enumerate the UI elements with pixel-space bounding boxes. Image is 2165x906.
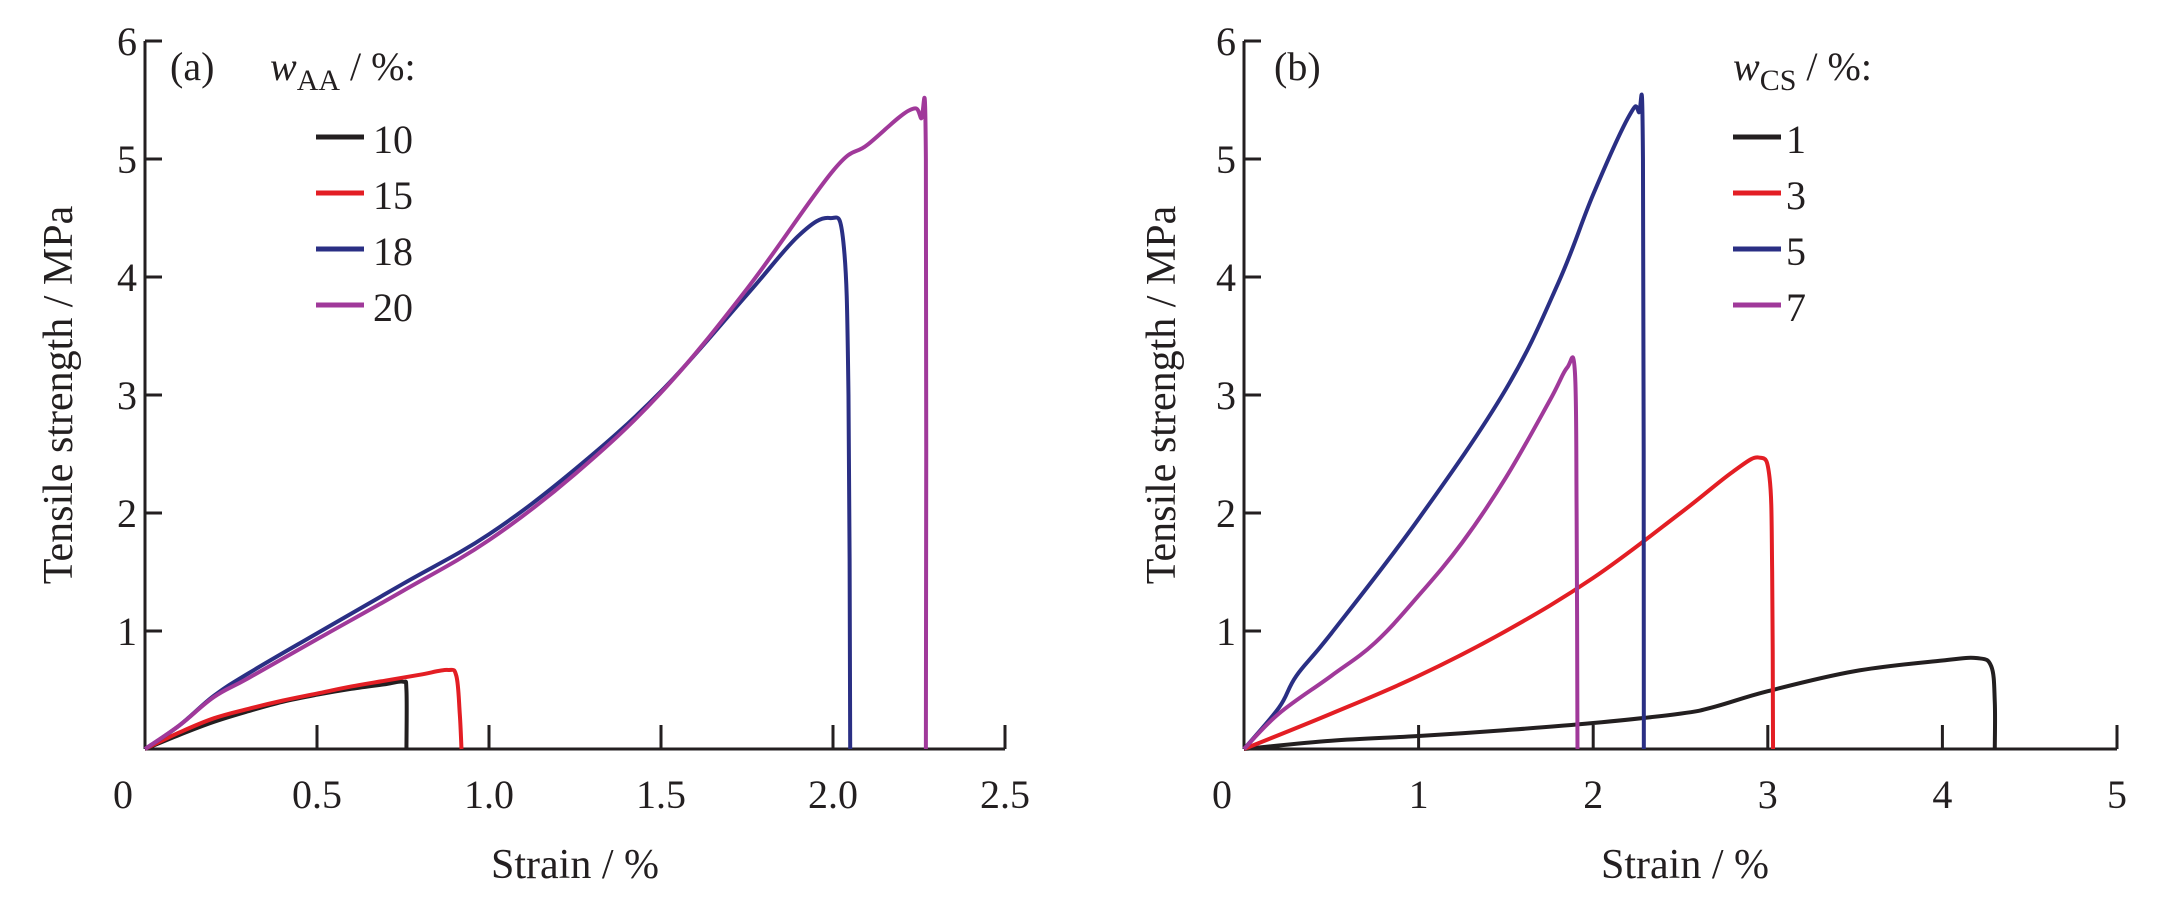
series-line-3 xyxy=(1243,455,1776,751)
panel-b: (b) Strain / % Tensile strength / MPa wC… xyxy=(1139,19,2127,888)
panel-a: (a) Strain / % Tensile strength / MPa wA… xyxy=(36,19,1030,888)
series-line-15 xyxy=(144,667,464,751)
y-tick-label: 4 xyxy=(117,255,137,300)
y-tick-label: 2 xyxy=(117,491,137,536)
series-line-1 xyxy=(1243,655,1998,751)
y-axis-label: Tensile strength / MPa xyxy=(36,205,82,584)
y-tick-label: 3 xyxy=(117,373,137,418)
y-tick-label: 4 xyxy=(1216,255,1236,300)
panel-label: (b) xyxy=(1274,44,1321,89)
y-tick-label: 2 xyxy=(1216,491,1236,536)
series-line-18 xyxy=(143,215,853,751)
x-tick-label: 4 xyxy=(1932,772,1952,817)
x-tick-label: 2.0 xyxy=(808,772,858,817)
legend-title: wCS / %: xyxy=(1733,44,1872,97)
x-tick-label: 2 xyxy=(1583,772,1603,817)
legend-entry-label: 15 xyxy=(373,173,413,218)
x-axis-label: Strain / % xyxy=(1601,842,1769,888)
series-line-5 xyxy=(1242,92,1646,751)
legend-title-subscript: CS xyxy=(1760,64,1797,97)
x-tick-label: 5 xyxy=(2107,772,2127,817)
y-tick-label: 6 xyxy=(117,19,137,64)
legend-entry-label: 1 xyxy=(1786,117,1806,162)
legend-title-var: w xyxy=(1733,44,1760,89)
legend-title-suffix: / %: xyxy=(1796,44,1872,89)
series-line-7 xyxy=(1242,355,1580,751)
legend-title-subscript: AA xyxy=(297,64,341,97)
x-tick-label: 0.5 xyxy=(292,772,342,817)
legend-entry-label: 3 xyxy=(1786,173,1806,218)
x-tick-label: 3 xyxy=(1758,772,1778,817)
y-tick-label: 5 xyxy=(1216,137,1236,182)
x-tick-label: 1 xyxy=(1409,772,1429,817)
legend-entry-label: 10 xyxy=(373,117,413,162)
x-tick-label: 0 xyxy=(113,772,133,817)
y-tick-label: 1 xyxy=(1216,609,1236,654)
x-tick-label: 1.5 xyxy=(636,772,686,817)
legend-title-suffix: / %: xyxy=(340,44,416,89)
y-tick-label: 6 xyxy=(1216,19,1236,64)
y-axis-label: Tensile strength / MPa xyxy=(1139,205,1185,584)
panel-label: (a) xyxy=(170,44,214,89)
y-tick-label: 1 xyxy=(117,609,137,654)
legend-title-var: w xyxy=(270,44,297,89)
x-axis-label: Strain / % xyxy=(491,842,659,888)
legend-entry-label: 7 xyxy=(1786,285,1806,330)
series-line-10 xyxy=(144,679,409,751)
legend-entry-label: 5 xyxy=(1786,229,1806,274)
x-tick-label: 1.0 xyxy=(464,772,514,817)
y-tick-label: 5 xyxy=(117,137,137,182)
x-tick-label: 2.5 xyxy=(980,772,1030,817)
series-line-20 xyxy=(143,95,929,751)
legend-title: wAA / %: xyxy=(270,44,416,97)
y-tick-label: 3 xyxy=(1216,373,1236,418)
legend-entry-label: 18 xyxy=(373,229,413,274)
legend-entry-label: 20 xyxy=(373,285,413,330)
x-tick-label: 0 xyxy=(1212,772,1232,817)
